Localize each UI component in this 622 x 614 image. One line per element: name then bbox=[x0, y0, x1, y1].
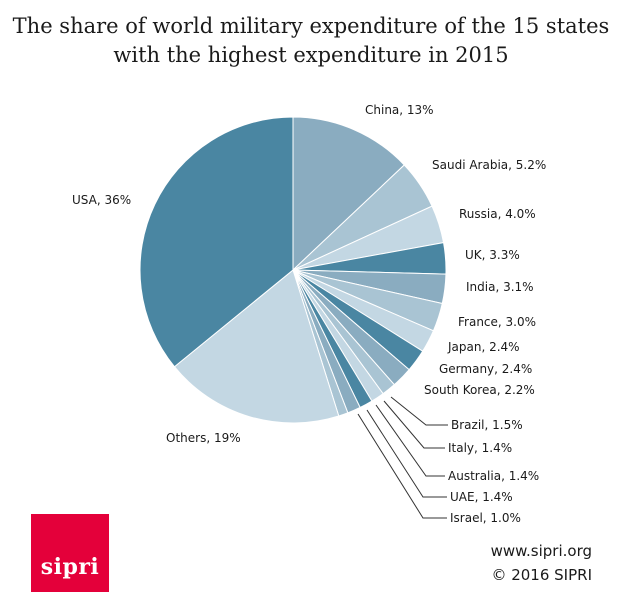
pie-slice-others bbox=[173, 269, 340, 424]
slice-label-japan: Japan, 2.4% bbox=[447, 340, 520, 354]
slice-label-india: India, 3.1% bbox=[466, 280, 534, 294]
sipri-logo: sipri bbox=[31, 514, 109, 592]
pie-slices bbox=[139, 116, 447, 424]
pie-slice-usa bbox=[139, 116, 294, 368]
slice-label-uk: UK, 3.3% bbox=[465, 248, 520, 262]
sipri-logo-text: sipri bbox=[40, 554, 100, 580]
slice-label-russia: Russia, 4.0% bbox=[459, 207, 536, 221]
slice-label-south-korea: South Korea, 2.2% bbox=[424, 383, 535, 397]
slice-label-israel: Israel, 1.0% bbox=[450, 511, 521, 525]
slice-labels: China, 13% Saudi Arabia, 5.2% Russia, 4.0%… bbox=[72, 103, 546, 525]
slice-label-others: Others, 19% bbox=[166, 431, 241, 445]
slice-label-france: France, 3.0% bbox=[458, 315, 536, 329]
slice-label-australia: Australia, 1.4% bbox=[448, 469, 539, 483]
leader-line-uae bbox=[366, 409, 447, 498]
slice-label-usa: USA, 36% bbox=[72, 193, 131, 207]
slice-label-china: China, 13% bbox=[365, 103, 434, 117]
slice-label-germany: Germany, 2.4% bbox=[439, 362, 532, 376]
leader-lines bbox=[357, 396, 448, 519]
slice-label-italy: Italy, 1.4% bbox=[448, 441, 512, 455]
pie-slice-china bbox=[292, 116, 405, 272]
leader-line-italy bbox=[383, 400, 445, 449]
slice-label-brazil: Brazil, 1.5% bbox=[451, 418, 523, 432]
slice-label-saudi-arabia: Saudi Arabia, 5.2% bbox=[432, 158, 546, 172]
chart-title-line-1: The share of world military expenditure … bbox=[12, 14, 610, 38]
chart-title-line-2: with the highest expenditure in 2015 bbox=[113, 43, 509, 67]
slice-label-uae: UAE, 1.4% bbox=[450, 490, 513, 504]
copyright-notice: © 2016 SIPRI bbox=[491, 566, 592, 584]
leader-line-australia bbox=[375, 404, 445, 477]
leader-line-israel bbox=[357, 413, 447, 519]
leader-line-brazil bbox=[390, 396, 448, 426]
website-url: www.sipri.org bbox=[490, 542, 592, 560]
chart-title: The share of world military expenditure … bbox=[0, 12, 622, 70]
